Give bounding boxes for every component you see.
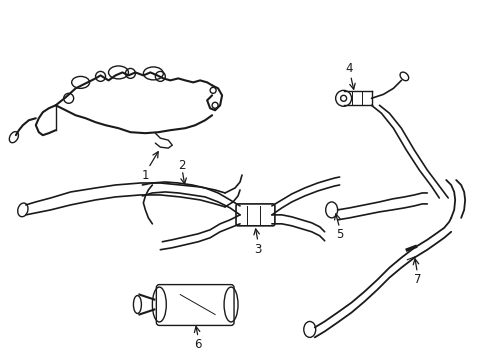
Text: 5: 5: [335, 228, 343, 241]
Text: 4: 4: [345, 62, 353, 75]
Text: 2: 2: [178, 158, 185, 172]
Text: 7: 7: [413, 273, 420, 286]
Text: 6: 6: [194, 338, 202, 351]
Text: 3: 3: [254, 243, 261, 256]
Text: 1: 1: [142, 168, 149, 181]
